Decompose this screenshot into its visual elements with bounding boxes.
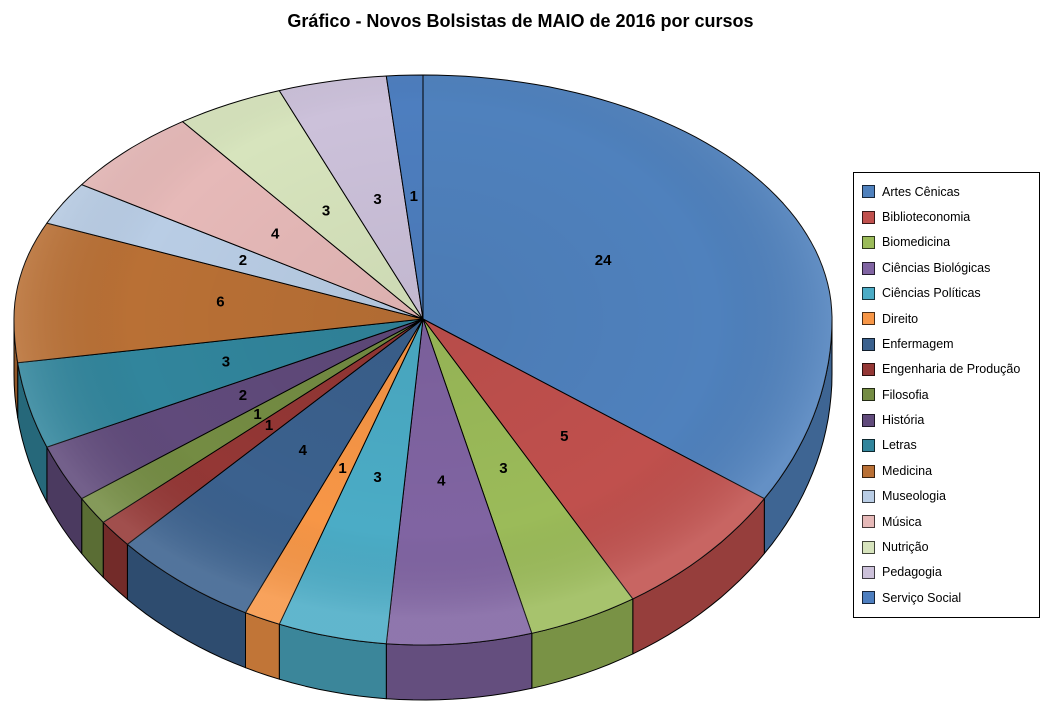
legend-label: Engenharia de Produção <box>882 362 1021 377</box>
legend-label: Artes Cênicas <box>882 184 960 199</box>
data-label: 1 <box>253 406 261 423</box>
legend-label: Letras <box>882 438 917 453</box>
legend-label: Filosofia <box>882 387 929 402</box>
data-label: 4 <box>437 472 446 489</box>
data-label: 1 <box>410 188 418 205</box>
legend-swatch <box>862 337 875 351</box>
legend-swatch <box>862 388 875 402</box>
data-label: 6 <box>216 294 224 311</box>
legend-item: História <box>862 413 1039 427</box>
legend-label: Biomedicina <box>882 235 951 250</box>
legend-item: Letras <box>862 438 1039 453</box>
legend-swatch <box>862 566 875 579</box>
legend-item: Direito <box>862 311 1039 326</box>
legend-item: Medicina <box>862 463 1039 478</box>
legend-swatch <box>862 439 875 453</box>
legend-label: Biblioteconomia <box>882 210 971 224</box>
legend-item: Ciências Biológicas <box>862 260 1039 275</box>
legend-swatch <box>862 464 875 478</box>
legend-label: Ciências Biológicas <box>882 260 991 275</box>
data-label: 3 <box>322 203 330 220</box>
legend-swatch <box>862 413 875 427</box>
legend-label: Enfermagem <box>882 336 954 351</box>
legend-label: Medicina <box>882 463 933 478</box>
data-label: 5 <box>560 428 568 445</box>
legend-label: Serviço Social <box>882 590 962 605</box>
legend-item: Artes Cênicas <box>862 184 1039 199</box>
legend-item: Música <box>862 514 1039 529</box>
data-label: 2 <box>239 252 247 269</box>
legend-swatch <box>862 210 875 224</box>
legend-box: Artes Cênicas Biblioteconomia Biomedicina C… <box>853 172 1040 618</box>
legend-swatch <box>862 363 875 376</box>
legend-item: Serviço Social <box>862 590 1039 605</box>
data-label: 3 <box>222 353 230 370</box>
data-label: 4 <box>271 226 280 243</box>
legend-label: Música <box>882 514 922 529</box>
legend-label: Museologia <box>882 489 946 504</box>
legend-swatch <box>862 515 875 529</box>
legend-item: Biomedicina <box>862 235 1039 250</box>
data-label: 1 <box>338 460 346 477</box>
data-label: 1 <box>265 417 273 434</box>
legend-item: Museologia <box>862 489 1039 504</box>
legend-swatch <box>862 312 875 326</box>
legend-swatch <box>862 286 875 300</box>
legend-item: Nutrição <box>862 539 1039 554</box>
legend-label: Direito <box>882 311 919 326</box>
legend-label: Pedagogia <box>882 565 942 580</box>
legend-swatch <box>862 185 875 199</box>
data-label: 2 <box>239 387 247 404</box>
legend-item: Filosofia <box>862 387 1039 402</box>
pie-surface-sheen <box>14 75 832 645</box>
legend-swatch <box>862 236 875 250</box>
legend-swatch <box>862 591 875 605</box>
data-label: 3 <box>373 191 381 208</box>
legend-swatch <box>862 261 875 275</box>
legend-label: Ciências Políticas <box>882 286 981 301</box>
legend-swatch <box>862 540 875 554</box>
legend-swatch <box>862 489 875 503</box>
legend-item: Engenharia de Produção <box>862 363 1039 376</box>
data-label: 3 <box>499 460 507 477</box>
chart-title: Gráfico - Novos Bolsistas de MAIO de 201… <box>287 11 754 31</box>
data-label: 24 <box>595 252 612 269</box>
data-label: 3 <box>373 469 381 486</box>
legend-label: Nutrição <box>882 539 929 554</box>
legend-item: Pedagogia <box>862 566 1039 579</box>
data-label: 4 <box>299 442 308 459</box>
legend-label: História <box>882 413 925 427</box>
legend-item: Biblioteconomia <box>862 210 1039 224</box>
legend-item: Ciências Políticas <box>862 286 1039 301</box>
legend-item: Enfermagem <box>862 336 1039 351</box>
